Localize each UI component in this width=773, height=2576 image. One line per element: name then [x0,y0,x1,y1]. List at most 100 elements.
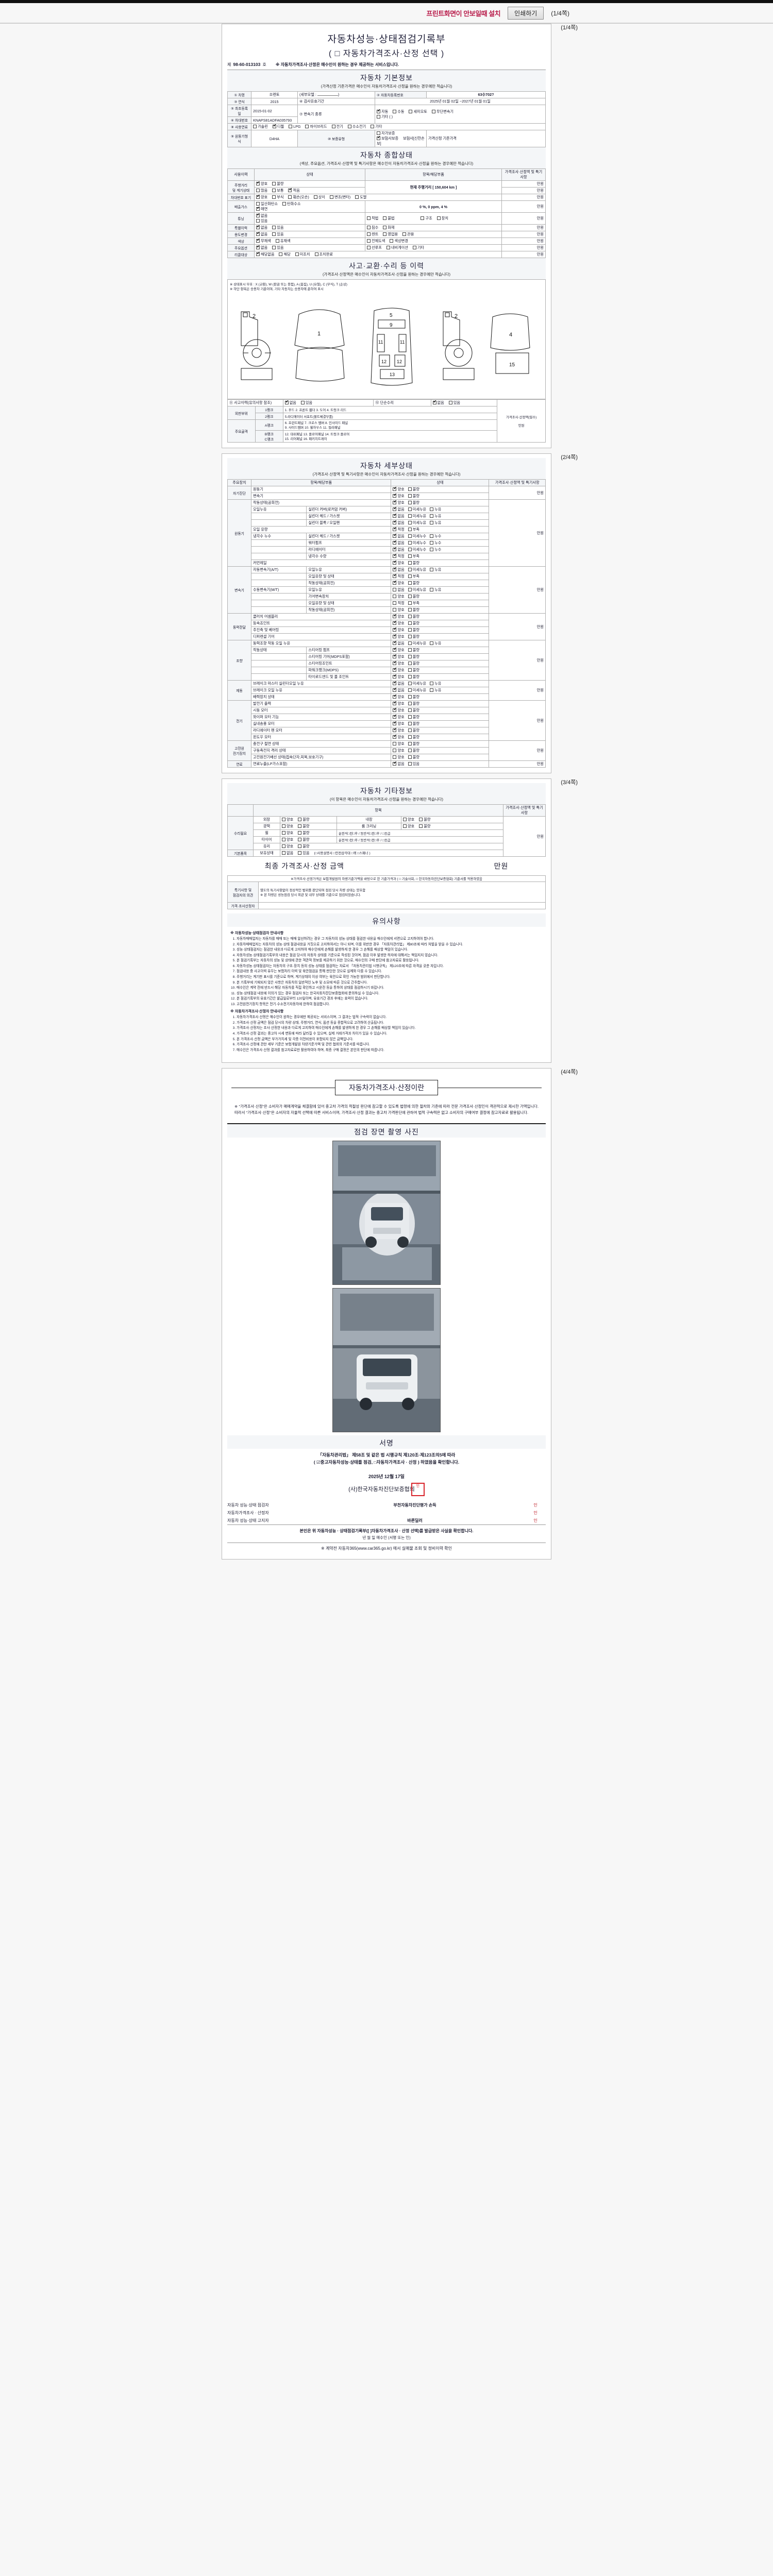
checkbox-icon[interactable] [408,755,412,759]
fuel-opt-hydrogen[interactable]: 수소전기 [347,124,366,129]
checkbox-icon[interactable] [393,701,397,705]
detail-option[interactable]: 불량 [408,694,419,700]
checkbox-icon[interactable] [393,560,397,565]
checkbox-icon[interactable] [408,682,412,685]
checkbox-icon[interactable] [393,640,397,645]
checkbox-icon[interactable] [408,501,412,504]
warranty-opt-insurer[interactable]: 보험사보증 [377,135,398,141]
checkbox-icon[interactable] [408,487,412,491]
detail-option[interactable]: 불량 [408,654,419,659]
detail-option[interactable]: 불량 [408,728,419,733]
detail-option[interactable]: 없음 [393,540,405,546]
detail-option[interactable]: 양호 [393,620,405,626]
checkbox-icon[interactable] [408,655,412,658]
checkbox-icon[interactable] [408,514,412,518]
checkbox-icon[interactable] [408,635,412,638]
detail-option[interactable]: 없음 [393,533,405,539]
checkbox-icon[interactable] [430,588,434,591]
checkbox-icon[interactable] [393,707,397,712]
usage-opt-rent[interactable]: 렌트 [367,232,378,237]
wheel-opt-bad[interactable]: 불량 [298,831,309,836]
detail-option[interactable]: 누유 [430,688,441,693]
checkbox-icon[interactable] [408,668,412,672]
detail-option[interactable]: 미세누유 [408,520,426,526]
detail-option[interactable]: 미세누유 [408,641,426,646]
emission-opt-hc[interactable]: 탄화수소 [282,201,301,207]
checkbox-icon[interactable] [393,742,397,745]
detail-option[interactable]: 불량 [408,741,419,747]
polish-opt-good[interactable]: 양호 [282,824,293,829]
detail-option[interactable]: 양호 [393,748,405,753]
polish-opt-bad[interactable]: 불량 [298,824,309,829]
detail-option[interactable]: 불량 [408,701,419,706]
recall-opt-untreated[interactable]: 미조치 [295,252,310,257]
detail-option[interactable]: 양호 [393,674,405,680]
tuning-opt-device[interactable]: 장치 [436,216,448,221]
tuning-opt-legal[interactable]: 적법 [367,216,378,221]
checkbox-icon[interactable] [408,615,412,618]
detail-option[interactable]: 불량 [408,735,419,740]
detail-option[interactable]: 불량 [408,487,419,492]
checkbox-icon[interactable] [393,667,397,672]
checkbox-icon[interactable] [393,608,397,612]
checkbox-icon[interactable] [408,688,412,692]
checkbox-icon[interactable] [393,540,397,545]
checkbox-icon[interactable] [408,742,412,745]
checkbox-icon[interactable] [408,601,412,605]
usage-opt-none[interactable]: 없음 [256,231,267,237]
detail-option[interactable]: 양호 [393,707,405,713]
detail-option[interactable]: 양호 [393,660,405,666]
recall-opt-na[interactable]: 해당없음 [256,251,274,257]
print-button[interactable]: 인쇄하기 [508,6,544,20]
trans-opt-semiauto[interactable]: 세미오토 [409,109,427,114]
checkbox-icon[interactable] [393,755,397,759]
int-opt-bad[interactable]: 불량 [419,817,430,822]
detail-option[interactable]: 누수 [430,547,441,552]
detail-option[interactable]: 없음 [393,520,405,526]
wheel-opt-good[interactable]: 양호 [282,831,293,836]
checkbox-icon[interactable] [393,681,397,685]
detail-option[interactable]: 누유 [430,520,441,526]
checkbox-icon[interactable] [408,702,412,705]
int-opt-good[interactable]: 양호 [403,817,414,822]
vinmark-opt-diff[interactable]: 상이 [313,195,325,200]
accident-opt-none[interactable]: 없음 [284,400,296,405]
checkbox-icon[interactable] [393,567,397,571]
checkbox-icon[interactable] [393,533,397,538]
detail-option[interactable]: 양호 [393,486,405,492]
checkbox-icon[interactable] [393,714,397,719]
checkbox-icon[interactable] [393,580,397,585]
mileage-opt-good[interactable]: 양호 [256,181,267,187]
checkbox-icon[interactable] [408,621,412,625]
gauge-opt-many[interactable]: 많음 [256,188,267,193]
ext-opt-good[interactable]: 양호 [282,817,293,822]
trans-opt-other[interactable]: 기타 ( ) [377,114,393,120]
detail-option[interactable]: 불량 [408,715,419,720]
detail-option[interactable]: 양호 [393,580,405,586]
checkbox-icon[interactable] [393,620,397,625]
checkbox-icon[interactable] [408,641,412,645]
checkbox-icon[interactable] [393,614,397,618]
detail-option[interactable]: 미세누유 [408,507,426,512]
color-opt-achromatic[interactable]: 무채색 [256,238,271,244]
tuning-opt-illegal[interactable]: 불법 [383,216,394,221]
options-opt-navi[interactable]: 내비게이션 [386,245,408,250]
trans-opt-manual[interactable]: 수동 [393,109,404,114]
simple-opt-yes[interactable]: 있음 [448,400,460,405]
detail-option[interactable]: 양호 [393,727,405,733]
detail-option[interactable]: 양호 [393,667,405,673]
detail-option[interactable]: 불량 [408,648,419,653]
checkbox-icon[interactable] [393,660,397,665]
detail-option[interactable]: 양호 [393,594,405,599]
detail-option[interactable]: 양호 [393,500,405,505]
detail-option[interactable]: 불량 [408,621,419,626]
possess-opt-none[interactable]: 없음 [282,851,293,856]
checkbox-icon[interactable] [408,628,412,632]
checkbox-icon[interactable] [430,534,434,538]
detail-option[interactable]: 적정 [393,553,405,559]
detail-option[interactable]: 누유 [430,514,441,519]
checkbox-icon[interactable] [393,573,397,578]
recall-opt-done[interactable]: 조치완료 [314,252,333,257]
vinmark-opt-damage[interactable]: 훼손(오손) [288,195,309,200]
detail-option[interactable]: 부족 [408,601,419,606]
